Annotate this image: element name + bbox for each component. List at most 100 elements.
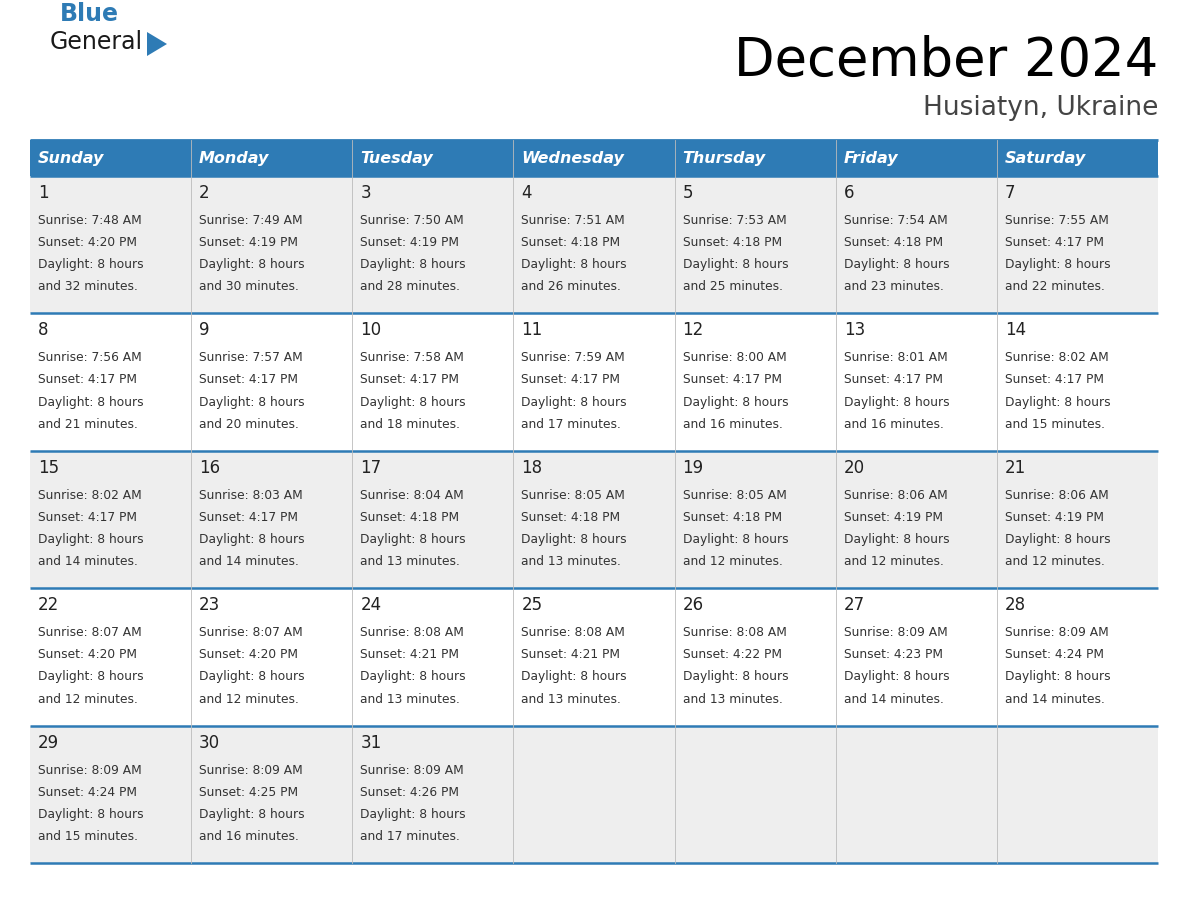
Text: 12: 12	[683, 321, 703, 340]
Text: Daylight: 8 hours: Daylight: 8 hours	[522, 396, 627, 409]
Text: Daylight: 8 hours: Daylight: 8 hours	[683, 258, 788, 271]
Text: Sunrise: 8:07 AM: Sunrise: 8:07 AM	[38, 626, 141, 639]
Bar	[30, 725, 191, 863]
Bar	[191, 176, 353, 313]
Text: and 20 minutes.: and 20 minutes.	[200, 418, 299, 431]
Bar	[997, 140, 1158, 176]
Text: 10: 10	[360, 321, 381, 340]
Text: 18: 18	[522, 459, 543, 476]
Bar	[30, 588, 191, 725]
Text: and 13 minutes.: and 13 minutes.	[360, 555, 460, 568]
Bar	[997, 725, 1158, 863]
Text: Daylight: 8 hours: Daylight: 8 hours	[360, 808, 466, 821]
Text: Sunset: 4:19 PM: Sunset: 4:19 PM	[360, 236, 460, 249]
Text: Sunset: 4:19 PM: Sunset: 4:19 PM	[200, 236, 298, 249]
Text: and 13 minutes.: and 13 minutes.	[683, 692, 783, 706]
Bar	[675, 313, 835, 451]
Text: Sunset: 4:24 PM: Sunset: 4:24 PM	[38, 786, 137, 799]
Text: Daylight: 8 hours: Daylight: 8 hours	[1005, 533, 1111, 546]
Text: and 13 minutes.: and 13 minutes.	[522, 692, 621, 706]
Text: 31: 31	[360, 733, 381, 752]
Text: Daylight: 8 hours: Daylight: 8 hours	[683, 670, 788, 683]
Text: and 14 minutes.: and 14 minutes.	[1005, 692, 1105, 706]
Text: and 15 minutes.: and 15 minutes.	[38, 830, 138, 843]
Text: Daylight: 8 hours: Daylight: 8 hours	[683, 533, 788, 546]
Text: Sunset: 4:19 PM: Sunset: 4:19 PM	[843, 511, 943, 524]
Text: Sunset: 4:17 PM: Sunset: 4:17 PM	[1005, 236, 1104, 249]
Text: Sunset: 4:20 PM: Sunset: 4:20 PM	[38, 236, 137, 249]
Text: Sunrise: 8:08 AM: Sunrise: 8:08 AM	[522, 626, 625, 639]
Text: Sunset: 4:17 PM: Sunset: 4:17 PM	[360, 374, 460, 386]
Bar	[513, 725, 675, 863]
Text: Sunrise: 8:08 AM: Sunrise: 8:08 AM	[360, 626, 465, 639]
Bar	[30, 140, 191, 176]
Text: 2: 2	[200, 184, 210, 202]
Text: 23: 23	[200, 596, 221, 614]
Text: and 17 minutes.: and 17 minutes.	[360, 830, 460, 843]
Text: Sunset: 4:18 PM: Sunset: 4:18 PM	[522, 236, 620, 249]
Text: Daylight: 8 hours: Daylight: 8 hours	[200, 396, 305, 409]
Text: Sunset: 4:17 PM: Sunset: 4:17 PM	[522, 374, 620, 386]
Text: 8: 8	[38, 321, 49, 340]
Bar	[675, 725, 835, 863]
Text: Sunrise: 8:09 AM: Sunrise: 8:09 AM	[1005, 626, 1108, 639]
Text: Daylight: 8 hours: Daylight: 8 hours	[522, 533, 627, 546]
Text: 15: 15	[38, 459, 59, 476]
Text: and 22 minutes.: and 22 minutes.	[1005, 280, 1105, 294]
Text: Sunrise: 8:08 AM: Sunrise: 8:08 AM	[683, 626, 786, 639]
Text: Sunset: 4:18 PM: Sunset: 4:18 PM	[843, 236, 943, 249]
Bar	[353, 451, 513, 588]
Text: General: General	[50, 30, 143, 54]
Text: Daylight: 8 hours: Daylight: 8 hours	[200, 258, 305, 271]
Bar	[997, 313, 1158, 451]
Text: Daylight: 8 hours: Daylight: 8 hours	[38, 396, 144, 409]
Text: Sunset: 4:17 PM: Sunset: 4:17 PM	[200, 374, 298, 386]
Text: Sunset: 4:17 PM: Sunset: 4:17 PM	[683, 374, 782, 386]
Bar	[191, 313, 353, 451]
Text: 3: 3	[360, 184, 371, 202]
Text: 28: 28	[1005, 596, 1026, 614]
Text: Sunrise: 7:57 AM: Sunrise: 7:57 AM	[200, 352, 303, 364]
Text: Sunrise: 8:06 AM: Sunrise: 8:06 AM	[843, 488, 948, 502]
Text: Sunrise: 8:02 AM: Sunrise: 8:02 AM	[38, 488, 141, 502]
Text: 27: 27	[843, 596, 865, 614]
Text: 13: 13	[843, 321, 865, 340]
Bar	[675, 451, 835, 588]
Text: Sunrise: 7:53 AM: Sunrise: 7:53 AM	[683, 214, 786, 227]
Text: and 14 minutes.: and 14 minutes.	[843, 692, 943, 706]
Text: Daylight: 8 hours: Daylight: 8 hours	[843, 258, 949, 271]
Text: Sunrise: 8:09 AM: Sunrise: 8:09 AM	[200, 764, 303, 777]
Text: Tuesday: Tuesday	[360, 151, 434, 165]
Text: Sunrise: 8:05 AM: Sunrise: 8:05 AM	[522, 488, 625, 502]
Text: 17: 17	[360, 459, 381, 476]
Text: Sunrise: 8:09 AM: Sunrise: 8:09 AM	[38, 764, 141, 777]
Text: and 12 minutes.: and 12 minutes.	[38, 692, 138, 706]
Text: 9: 9	[200, 321, 209, 340]
Text: Daylight: 8 hours: Daylight: 8 hours	[200, 808, 305, 821]
Bar	[191, 725, 353, 863]
Text: 16: 16	[200, 459, 220, 476]
Bar	[675, 140, 835, 176]
Text: and 13 minutes.: and 13 minutes.	[522, 555, 621, 568]
Text: Sunrise: 8:01 AM: Sunrise: 8:01 AM	[843, 352, 948, 364]
Text: Daylight: 8 hours: Daylight: 8 hours	[38, 670, 144, 683]
Bar	[513, 451, 675, 588]
Text: Sunset: 4:17 PM: Sunset: 4:17 PM	[38, 511, 137, 524]
Text: Husiatyn, Ukraine: Husiatyn, Ukraine	[923, 95, 1158, 121]
Text: Saturday: Saturday	[1005, 151, 1086, 165]
Text: 29: 29	[38, 733, 59, 752]
Bar	[30, 451, 191, 588]
Text: 24: 24	[360, 596, 381, 614]
Bar	[513, 176, 675, 313]
Text: Daylight: 8 hours: Daylight: 8 hours	[200, 670, 305, 683]
Text: Sunrise: 8:06 AM: Sunrise: 8:06 AM	[1005, 488, 1108, 502]
Text: and 25 minutes.: and 25 minutes.	[683, 280, 783, 294]
Bar	[513, 313, 675, 451]
Text: Sunday: Sunday	[38, 151, 105, 165]
Text: Sunset: 4:17 PM: Sunset: 4:17 PM	[200, 511, 298, 524]
Text: and 13 minutes.: and 13 minutes.	[360, 692, 460, 706]
Text: 1: 1	[38, 184, 49, 202]
Text: 20: 20	[843, 459, 865, 476]
Text: Daylight: 8 hours: Daylight: 8 hours	[38, 533, 144, 546]
Text: Sunrise: 8:09 AM: Sunrise: 8:09 AM	[360, 764, 465, 777]
